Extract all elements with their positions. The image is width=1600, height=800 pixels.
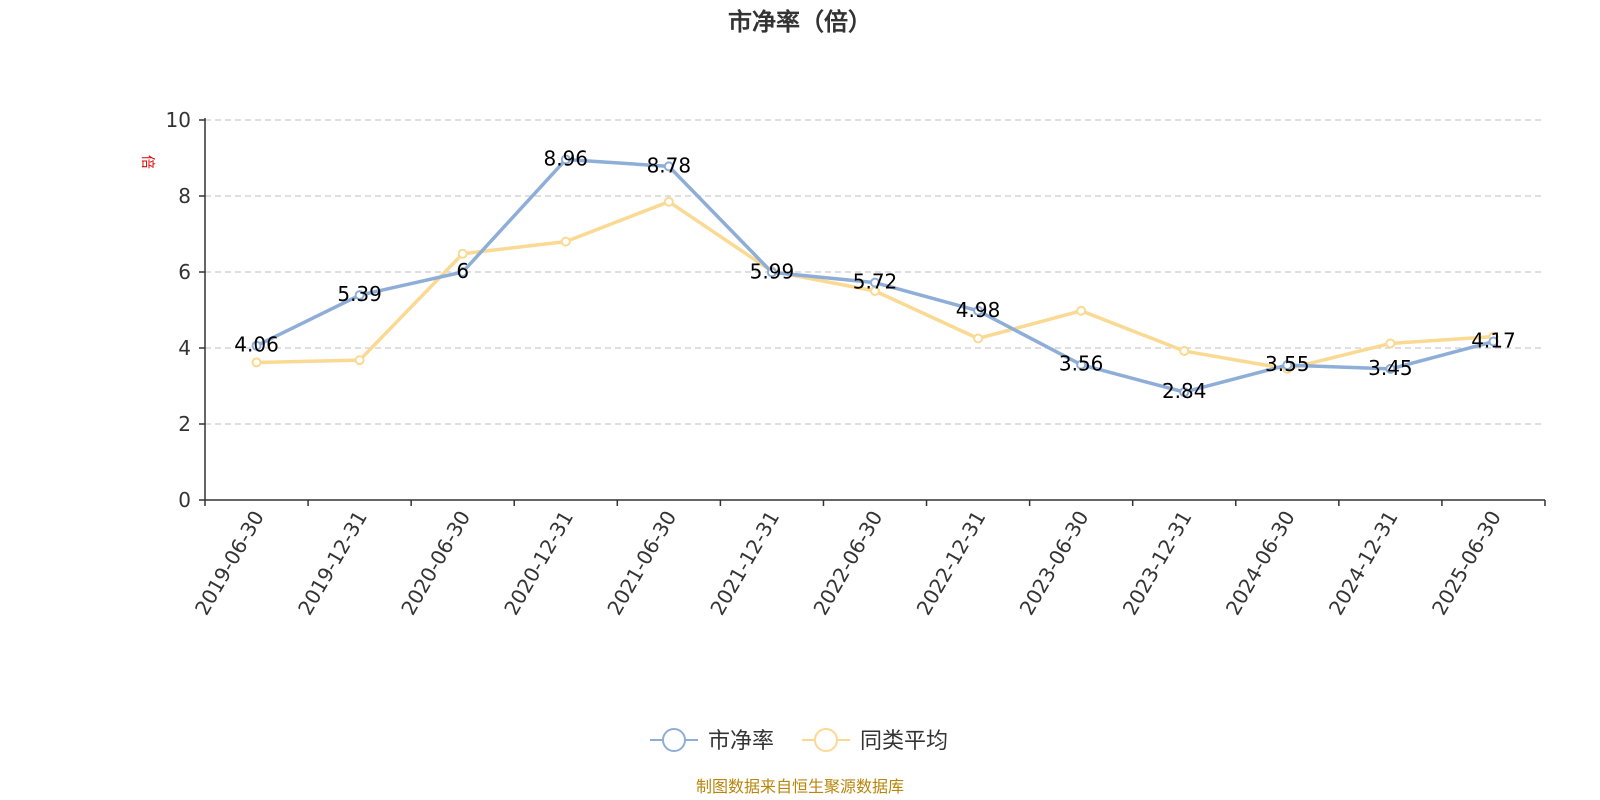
- series-1-point: [870, 277, 880, 288]
- x-tick-label: 2023-06-30: [1015, 507, 1094, 620]
- data-label: 4.17: [1471, 329, 1516, 353]
- legend-label-series-1: 市净率: [708, 729, 774, 754]
- series-1-point: [251, 340, 262, 351]
- series-1-point: [354, 290, 365, 301]
- legend-item-series-2[interactable]: 同类平均: [802, 728, 948, 754]
- axes: 0 2 4 6 8 10 2019-06-30 2019-12-31 2020-06-30 202…: [166, 108, 1546, 620]
- y-tick-label: 6: [178, 260, 191, 284]
- y-tick-label: 2: [178, 412, 191, 436]
- x-tick-label: 2019-06-30: [190, 507, 269, 620]
- y-tick-label: 0: [178, 488, 191, 512]
- series-1-point: [973, 305, 984, 316]
- series-1-point: [766, 267, 777, 278]
- data-label: 4.98: [956, 298, 1001, 322]
- series-2-point: [354, 355, 365, 366]
- series-1-point: [1076, 359, 1087, 370]
- series-2-point: [1076, 305, 1087, 316]
- x-tick-label: 2024-06-30: [1221, 507, 1300, 620]
- x-tick-label: 2019-12-31: [293, 507, 372, 620]
- series-1-point: [1282, 360, 1293, 371]
- y-axis-unit-label: 倍: [139, 155, 155, 169]
- data-label: 3.45: [1368, 356, 1413, 380]
- x-tick-label: 2021-12-31: [705, 507, 784, 620]
- data-labels: 4.06 5.39 6 8.96 8.78 5.99 5.72 4.98 3.56 2.84 3.5…: [234, 147, 1515, 404]
- series-1-point: [1385, 363, 1396, 374]
- legend-label-series-2: 同类平均: [860, 729, 948, 754]
- x-tick-label: 2023-12-31: [1118, 507, 1197, 620]
- series-2-point: [1385, 338, 1396, 349]
- legend-item-series-1[interactable]: 市净率: [650, 728, 774, 754]
- grid-lines: [205, 119, 1545, 425]
- series-1-point: [1179, 387, 1190, 398]
- data-label: 5.39: [337, 282, 382, 306]
- chart-title: 市净率（倍）: [728, 8, 872, 36]
- x-tick-label: 2022-06-30: [808, 507, 887, 620]
- x-tick-label: 2020-06-30: [396, 507, 475, 620]
- data-label: 4.06: [234, 333, 279, 357]
- data-label: 5.72: [853, 270, 898, 294]
- x-tick-label: 2024-12-31: [1324, 507, 1403, 620]
- y-tick-label: 8: [178, 184, 191, 208]
- data-label: 8.78: [647, 153, 692, 177]
- data-label: 8.96: [544, 147, 589, 171]
- series-1-point: [560, 154, 571, 165]
- series-2-point: [560, 236, 571, 247]
- y-tick-label: 10: [166, 108, 191, 132]
- source-note: 制图数据来自恒生聚源数据库: [696, 777, 904, 796]
- legend-marker-series-1: [662, 728, 686, 752]
- data-label: 6: [456, 259, 469, 283]
- data-label: 2.84: [1162, 379, 1207, 403]
- y-tick-label: 4: [178, 336, 191, 360]
- data-label: 3.56: [1059, 352, 1104, 376]
- series-layer: [251, 154, 1499, 398]
- x-tick-label: 2020-12-31: [499, 507, 578, 620]
- data-label: 3.55: [1265, 352, 1310, 376]
- data-label: 5.99: [750, 259, 795, 283]
- series-2-point: [251, 357, 262, 368]
- series-2-point: [1179, 346, 1190, 357]
- series-2-point: [663, 196, 674, 207]
- legend: 市净率 同类平均: [650, 728, 948, 754]
- series-2-point: [457, 248, 468, 259]
- series-1-point: [457, 267, 468, 277]
- x-tick-label: 2021-06-30: [602, 507, 681, 620]
- x-tick-label: 2025-06-30: [1427, 507, 1506, 620]
- x-tick-label: 2022-12-31: [912, 507, 991, 620]
- series-1-point: [1488, 336, 1499, 347]
- legend-marker-series-2: [814, 728, 838, 752]
- series-2-point: [973, 333, 984, 344]
- series-1-point: [663, 161, 674, 172]
